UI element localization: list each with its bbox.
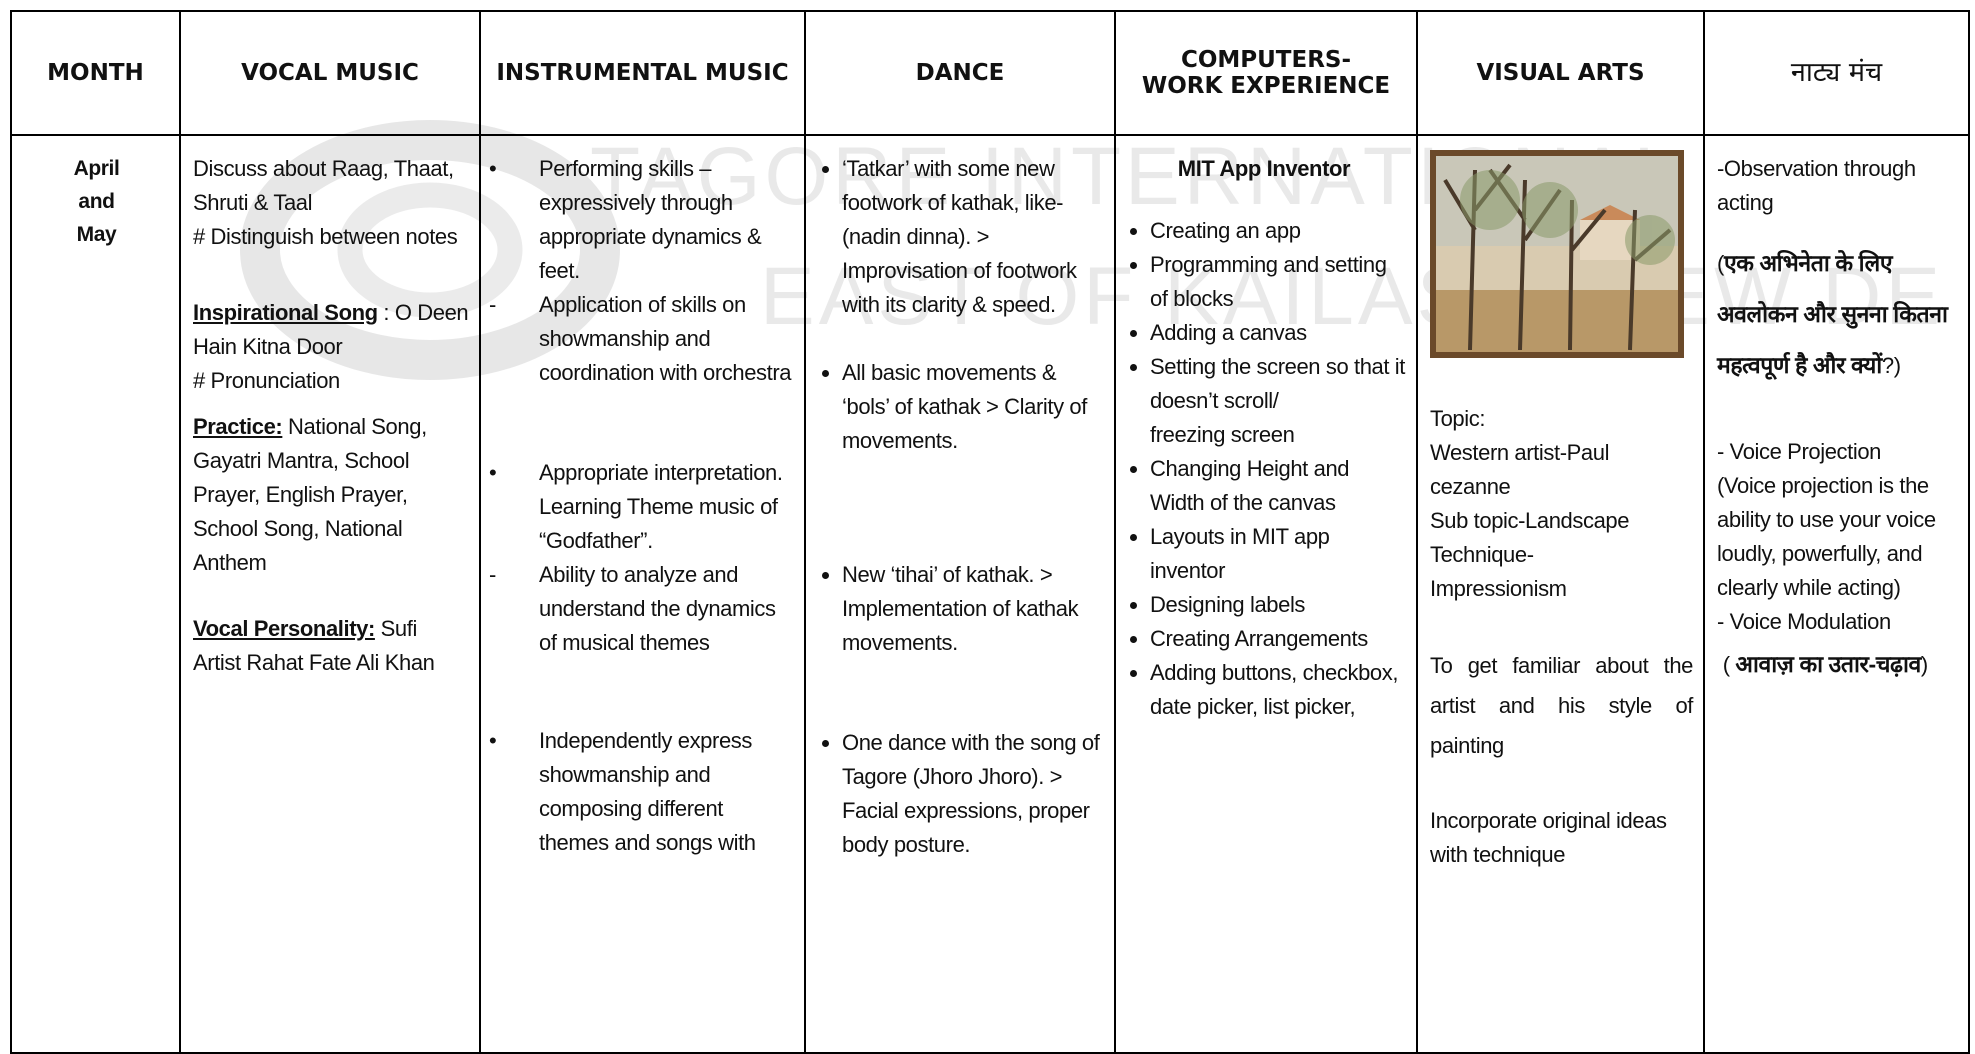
- header-cell: VOCAL MUSIC: [179, 10, 481, 136]
- dance-cell: ‘Tatkar’ with some new footwork of katha…: [804, 134, 1116, 1054]
- list-item: • Independently express showmanship and c…: [485, 724, 794, 860]
- marker: -: [489, 292, 496, 317]
- instrumental-cell: • Performing skills – expressively throug…: [479, 134, 806, 1054]
- text: (एक अभिनेता के लिए अवलोकन और सुनना कितना…: [1717, 238, 1958, 391]
- vocal-cell: Discuss about Raag, Thaat, Shruti & Taal…: [179, 134, 481, 1054]
- label: Vocal Personality:: [193, 616, 375, 641]
- text: Appropriate interpretation. Learning The…: [539, 460, 783, 553]
- header-cell: INSTRUMENTAL MUSIC: [479, 10, 806, 136]
- list-item: • Performing skills – expressively throug…: [485, 152, 794, 288]
- header-cell: VISUAL ARTS: [1416, 10, 1705, 136]
- text: Sub topic-Landscape: [1430, 508, 1630, 533]
- marker: •: [489, 728, 497, 753]
- text: : O Deen Hain Kitna Door: [193, 300, 469, 359]
- list-item: Setting the screen so that it doesn’t sc…: [1150, 350, 1406, 452]
- list-item: New ‘tihai’ of kathak. > Implementation …: [842, 558, 1104, 660]
- text: Vocal Personality: Sufi Artist Rahat Fat…: [193, 612, 469, 680]
- marker: -: [489, 562, 496, 587]
- list: Creating an app Programming and setting …: [1122, 214, 1406, 724]
- text: Application of skills on showmanship and…: [539, 292, 792, 385]
- header-cell: नाट्य मंच: [1703, 10, 1970, 136]
- text: Ability to analyze and understand the dy…: [539, 562, 776, 655]
- text: Independently express showmanship and co…: [539, 728, 756, 855]
- label: Inspirational Song: [193, 300, 378, 325]
- text: (: [1717, 652, 1736, 677]
- list-item: Adding buttons, checkbox, date picker, l…: [1150, 656, 1406, 724]
- heading: MIT App Inventor: [1177, 156, 1351, 181]
- header-cell: DANCE: [804, 10, 1116, 136]
- list-item: Creating an app: [1150, 214, 1406, 248]
- text: ?): [1881, 353, 1901, 378]
- list-item: ‘Tatkar’ with some new footwork of katha…: [842, 152, 1104, 322]
- text: Inspirational Song : O Deen Hain Kitna D…: [193, 296, 469, 364]
- list-item: Layouts in MIT app inventor: [1150, 520, 1406, 588]
- text: Sufi Artist Rahat Fate Ali Khan: [193, 616, 435, 675]
- list-item: - Application of skills on showmanship an…: [485, 288, 794, 390]
- page: Curriculum Table {"watermark": ["TAGORE …: [0, 0, 1975, 907]
- text: -Observation through acting: [1717, 156, 1916, 215]
- list-item: Changing Height and Width of the canvas: [1150, 452, 1406, 520]
- text: Practice: National Song, Gayatri Mantra,…: [193, 410, 469, 580]
- text: Technique- Impressionism: [1430, 542, 1567, 601]
- text: # Pronunciation: [193, 368, 340, 393]
- text: (Voice projection is the ability to use …: [1717, 473, 1936, 600]
- text: ): [1920, 652, 1928, 677]
- text: - Voice Projection: [1717, 439, 1881, 464]
- marker: •: [489, 156, 497, 181]
- text: # Distinguish between notes: [193, 224, 458, 249]
- list-item: Adding a canvas: [1150, 316, 1406, 350]
- header-cell: COMPUTERS- WORK EXPERIENCE: [1114, 10, 1418, 136]
- text: National Song, Gayatri Mantra, School Pr…: [193, 414, 427, 575]
- list: ‘Tatkar’ with some new footwork of katha…: [814, 152, 1104, 862]
- header-cell: MONTH: [10, 10, 181, 136]
- body-row: April and May Discuss about Raag, Thaat,…: [10, 134, 1970, 1054]
- header-row: MONTH VOCAL MUSIC INSTRUMENTAL MUSIC DAN…: [10, 10, 1970, 136]
- painting: [1430, 150, 1684, 358]
- text: Western artist-Paul cezanne: [1430, 440, 1610, 499]
- list-item: Programming and setting of blocks: [1150, 248, 1406, 316]
- marker: •: [489, 460, 497, 485]
- list-item: Designing labels: [1150, 588, 1406, 622]
- label: Practice:: [193, 414, 283, 439]
- text: Performing skills – expressively through…: [539, 156, 762, 283]
- computers-cell: MIT App Inventor Creating an app Program…: [1114, 134, 1418, 1054]
- text: - Voice Modulation: [1717, 609, 1891, 634]
- month-cell: April and May: [10, 134, 181, 1054]
- text: (: [1717, 251, 1724, 276]
- list-item: - Ability to analyze and understand the d…: [485, 558, 794, 660]
- text: ( आवाज़ का उतार-चढ़ाव): [1717, 639, 1958, 690]
- text: To get familiar about the artist and his…: [1430, 653, 1693, 758]
- list-item: One dance with the song of Tagore (Jhoro…: [842, 726, 1104, 862]
- text: Discuss about Raag, Thaat, Shruti & Taal: [193, 156, 454, 215]
- visual-arts-cell: Topic: Western artist-Paul cezanne Sub t…: [1416, 134, 1705, 1054]
- curriculum-table: MONTH VOCAL MUSIC INSTRUMENTAL MUSIC DAN…: [10, 10, 1970, 1054]
- bold-text: आवाज़ का उतार-चढ़ाव: [1735, 651, 1921, 677]
- text: Incorporate original ideas with techniqu…: [1430, 808, 1667, 867]
- bold-text: एक अभिनेता के लिए अवलोकन और सुनना कितना …: [1717, 250, 1948, 378]
- list-item: Creating Arrangements: [1150, 622, 1406, 656]
- theatre-cell: -Observation through acting (एक अभिनेता …: [1703, 134, 1970, 1054]
- list-item: • Appropriate interpretation. Learning Th…: [485, 456, 794, 558]
- list-item: All basic movements & ‘bols’ of kathak >…: [842, 356, 1104, 458]
- text: Topic:: [1430, 406, 1486, 431]
- page-body: TAGORE INTERNATIONAL EAST OF KAILASH, NE…: [0, 0, 1975, 907]
